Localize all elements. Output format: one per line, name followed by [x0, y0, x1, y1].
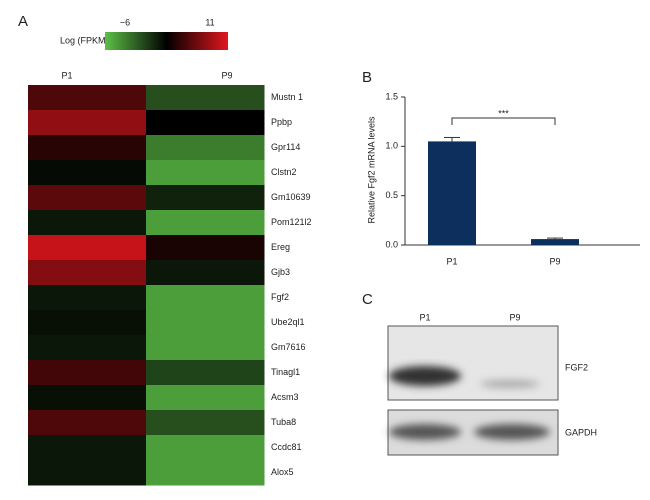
- row-label: Clstn2: [271, 167, 297, 177]
- colorbar: [105, 32, 228, 50]
- bar: [531, 239, 579, 245]
- colorbar-tick-label: 11: [205, 17, 214, 27]
- row-label: Fgf2: [271, 292, 289, 302]
- row-label: Ereg: [271, 242, 290, 252]
- y-axis-label: Relative Fgf2 mRNA levels: [366, 116, 376, 224]
- significance-label: ***: [498, 108, 509, 118]
- heatmap-cell: [146, 360, 265, 386]
- lane-label: P1: [419, 312, 430, 322]
- significance-bracket: [451, 117, 556, 125]
- heatmap-cell: [28, 110, 147, 136]
- heatmap-cell: [146, 185, 265, 211]
- heatmap-cell: [28, 460, 147, 486]
- heatmap-cell: [28, 235, 147, 261]
- heatmap-cell: [146, 335, 265, 361]
- row-label: Gpr114: [271, 142, 300, 152]
- row-label: Tuba8: [271, 417, 296, 427]
- x-tick-label: P9: [549, 256, 560, 266]
- panel-label: B: [362, 69, 372, 86]
- lane-label: P9: [509, 312, 520, 322]
- row-label: Ube2ql1: [271, 317, 305, 327]
- heatmap-cell: [28, 285, 147, 311]
- row-label: Ppbp: [271, 117, 292, 127]
- row-label: Ccdc81: [271, 442, 302, 452]
- heatmap-cell: [146, 210, 265, 236]
- colorbar-label: Log (FPKM): [60, 35, 109, 45]
- heatmap-cell: [28, 435, 147, 461]
- x-tick-label: P1: [446, 256, 457, 266]
- row-label: Tinagl1: [271, 367, 300, 377]
- colorbar-tick-label: −6: [120, 17, 130, 27]
- heatmap-cell: [146, 135, 265, 161]
- band-label: GAPDH: [565, 427, 597, 437]
- heatmap-cell: [146, 385, 265, 411]
- panel-label: A: [18, 13, 28, 30]
- panel-label: C: [362, 291, 373, 308]
- row-label: Pom121l2: [271, 217, 312, 227]
- heatmap-cell: [28, 310, 147, 336]
- row-label: Mustn 1: [271, 92, 303, 102]
- bar: [428, 141, 476, 245]
- heatmap-cell: [146, 160, 265, 186]
- row-label: Gm10639: [271, 192, 311, 202]
- row-label: Gm7616: [271, 342, 306, 352]
- heatmap-cell: [146, 310, 265, 336]
- y-tick-label: 0.0: [385, 239, 398, 249]
- heatmap-cell: [28, 385, 147, 411]
- heatmap-cell: [146, 460, 265, 486]
- heatmap-cell: [28, 360, 147, 386]
- blot-frame: [387, 325, 559, 401]
- row-label: Gjb3: [271, 267, 290, 277]
- band-label: FGF2: [565, 362, 588, 372]
- heatmap-cell: [146, 235, 265, 261]
- y-tick-label: 1.0: [385, 141, 398, 151]
- heatmap-cell: [146, 110, 265, 136]
- row-label: Acsm3: [271, 392, 299, 402]
- heatmap-cell: [28, 135, 147, 161]
- row-label: Alox5: [271, 467, 294, 477]
- y-tick-label: 0.5: [385, 190, 398, 200]
- heatmap-cell: [146, 410, 265, 436]
- heatmap-cell: [146, 435, 265, 461]
- heatmap-cell: [28, 210, 147, 236]
- column-label: P9: [221, 70, 232, 80]
- column-label: P1: [61, 70, 72, 80]
- heatmap-cell: [28, 335, 147, 361]
- heatmap-cell: [146, 285, 265, 311]
- heatmap-cell: [28, 160, 147, 186]
- heatmap-cell: [28, 185, 147, 211]
- blot-bands: [389, 366, 550, 440]
- y-tick-label: 1.5: [385, 91, 398, 101]
- heatmap-cell: [28, 410, 147, 436]
- heatmap-cell: [28, 260, 147, 286]
- heatmap-cell: [146, 85, 265, 111]
- heatmap-cell: [146, 260, 265, 286]
- heatmap-cell: [28, 85, 147, 111]
